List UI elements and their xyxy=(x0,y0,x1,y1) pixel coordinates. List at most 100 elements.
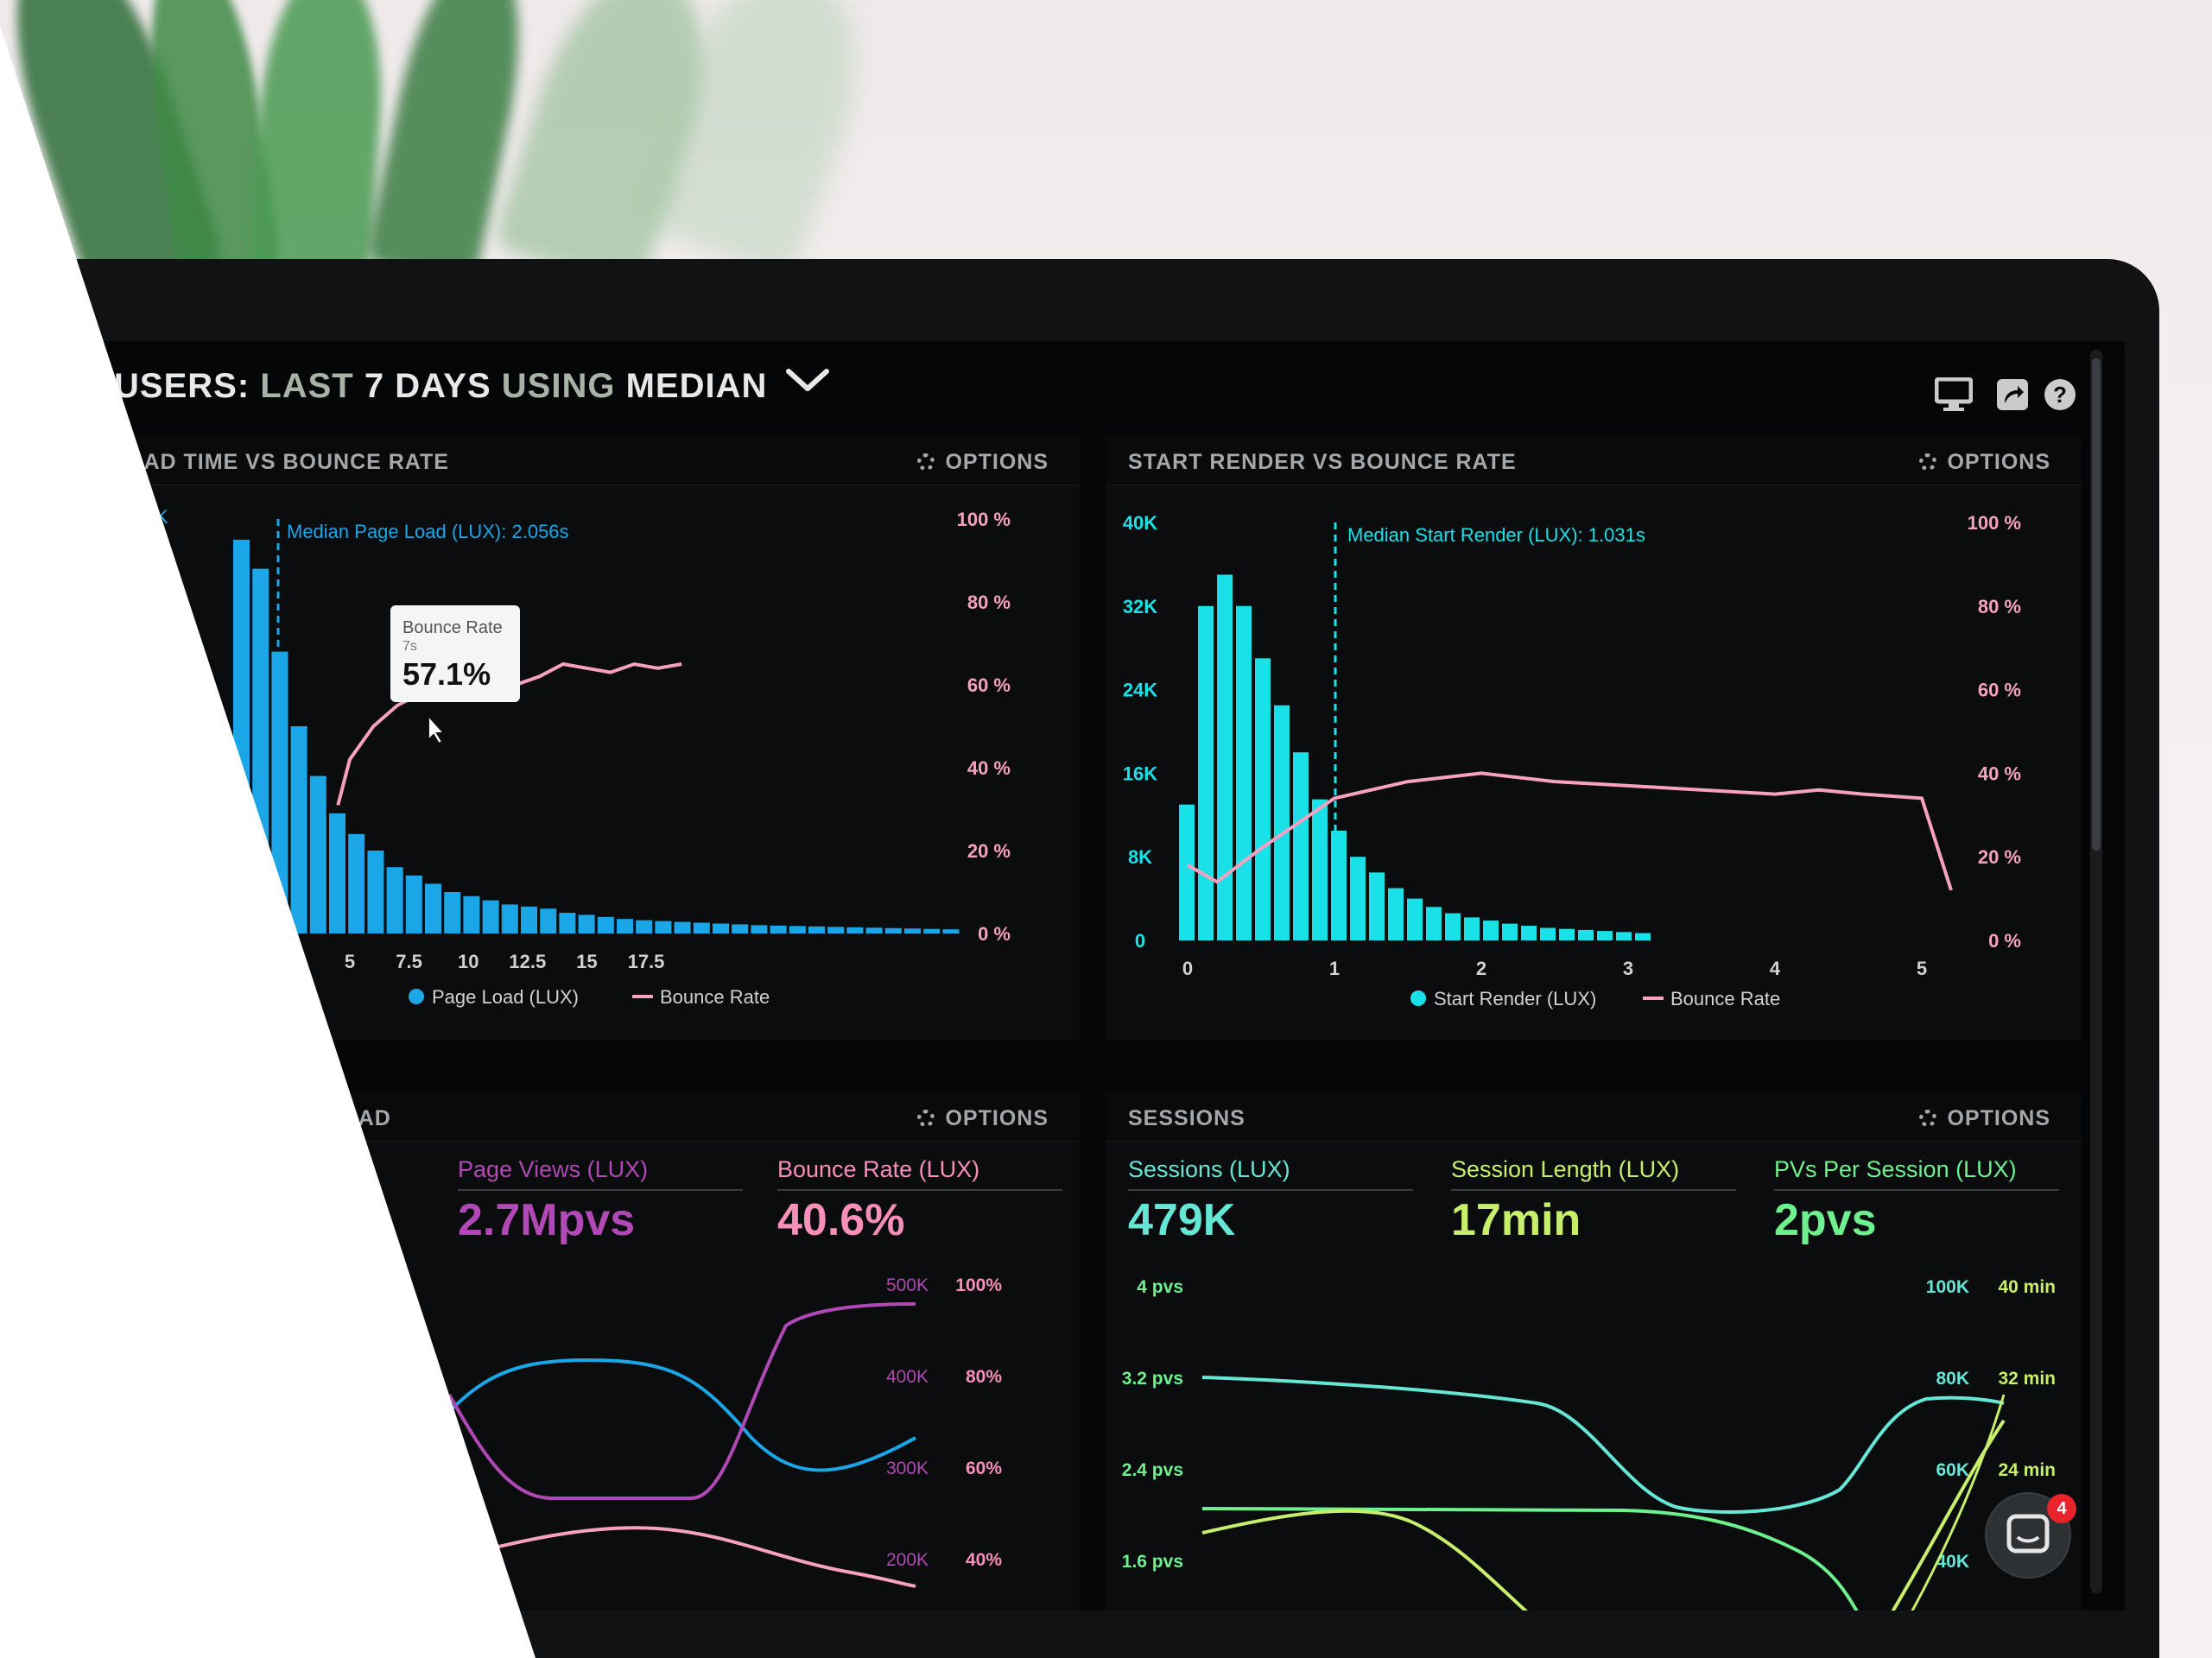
axis-mid-label: 60K xyxy=(1936,1460,1969,1480)
axis-right-label: 24 min xyxy=(1998,1460,2056,1480)
legend-line-label: Bounce Rate xyxy=(660,986,770,1008)
page-load-bar xyxy=(942,929,960,933)
x-tick-label: 1 xyxy=(1329,958,1340,979)
start-render-bar xyxy=(1578,929,1594,940)
metric-label-page-views: Page Views (LUX) xyxy=(458,1156,649,1182)
start-render-bar xyxy=(1502,923,1518,940)
metric-label-sessions: Sessions (LUX) xyxy=(1128,1156,1290,1182)
axis-right-label: 100% xyxy=(955,1275,1002,1295)
page-load-bar xyxy=(290,726,307,933)
options-label: OPTIONS xyxy=(945,450,1049,474)
page-load-bar xyxy=(674,921,691,933)
gear-icon xyxy=(1919,453,1937,471)
axis-mid-label: 100K xyxy=(1926,1277,1969,1297)
legend: Start Render (LUX) Bounce Rate xyxy=(1410,988,1780,1009)
page-load-bar xyxy=(846,927,864,933)
panel-title: START RENDER VS BOUNCE RATE xyxy=(1128,450,1517,474)
start-render-bar xyxy=(1445,913,1461,940)
legend-bars-swatch xyxy=(1410,990,1426,1006)
start-render-bar xyxy=(1331,830,1347,940)
metric-value-session-length: 17min xyxy=(1451,1195,1581,1245)
options-button[interactable]: OPTIONS xyxy=(1919,1106,2050,1131)
legend-bars-label: Page Load (LUX) xyxy=(432,986,579,1008)
tooltip-sub: 7s xyxy=(402,639,417,654)
page-load-bar xyxy=(713,923,729,933)
start-render-bar xyxy=(1521,926,1537,940)
page-load-bar xyxy=(425,883,441,933)
metric-label-pvs-per-session: PVs Per Session (LUX) xyxy=(1774,1156,2017,1182)
page-load-bar xyxy=(271,651,288,933)
options-button[interactable]: OPTIONS xyxy=(1919,450,2050,475)
page-load-bar xyxy=(732,924,749,933)
scrollbar-thumb[interactable] xyxy=(2092,358,2101,851)
page-load-bar xyxy=(386,867,403,933)
legend: Page Load (LUX) Bounce Rate xyxy=(409,986,770,1008)
title-median: MEDIAN xyxy=(625,367,768,405)
left-axis-partial: K xyxy=(155,506,168,528)
options-button[interactable]: OPTIONS xyxy=(917,450,1049,475)
sessions-panel: SESSIONS OPTIONS Sessions (LUX) 479K Ses… xyxy=(1106,1092,2082,1611)
metric-divider xyxy=(1774,1189,2059,1191)
y2-tick-label: 60 % xyxy=(967,674,1011,696)
y2-tick-label: 80 % xyxy=(1978,596,2021,617)
metric-divider xyxy=(777,1189,1062,1191)
x-tick-label: 3 xyxy=(1623,958,1633,979)
load-time-chart: K Median Page Load (LUX): 2.056s 5 7.5 10 1… xyxy=(155,506,1011,1008)
metric-label-bounce-rate: Bounce Rate (LUX) xyxy=(777,1156,980,1182)
page-views-line xyxy=(447,1302,916,1500)
page-load-bar xyxy=(904,928,921,933)
y2-tick-label: 100 % xyxy=(957,509,1011,530)
page-load-bar xyxy=(884,927,902,933)
axis-left-label: 500K xyxy=(886,1275,929,1295)
panel-title: SESSIONS xyxy=(1128,1106,1245,1130)
options-label: OPTIONS xyxy=(1947,450,2050,474)
start-render-bar xyxy=(1483,921,1499,940)
panel-header: START RENDER VS BOUNCE RATE OPTIONS xyxy=(1106,436,2082,485)
chevron-down-icon[interactable] xyxy=(785,368,830,394)
page-load-bar xyxy=(808,926,825,933)
tooltip: Bounce Rate 7s 57.1% xyxy=(390,605,520,702)
page-title[interactable]: USERS: LAST 7 DAYS USING MEDIAN xyxy=(114,367,830,406)
y-tick-label: 40K xyxy=(1123,512,1157,534)
svg-text:?: ? xyxy=(2053,382,2067,408)
start-render-bar xyxy=(1426,907,1442,940)
metric-value-sessions: 479K xyxy=(1128,1195,1236,1245)
bounce-rate-line xyxy=(1187,771,1953,891)
panel-title: OAD TIME VS BOUNCE RATE xyxy=(126,450,449,474)
page-load-bar xyxy=(252,568,269,933)
y2-tick-label: 0 % xyxy=(1988,930,2021,952)
start-render-bar xyxy=(1635,933,1651,940)
bounce-rate-line xyxy=(448,1526,916,1588)
x-tick-label: 5 xyxy=(1917,958,1927,979)
tooltip-value: 57.1% xyxy=(402,656,491,692)
legend-line-label: Bounce Rate xyxy=(1670,988,1780,1009)
start-render-bar xyxy=(1179,804,1195,940)
metric-value-page-views: 2.7Mpvs xyxy=(458,1195,636,1245)
panel-header: SESSIONS OPTIONS xyxy=(1106,1092,2082,1142)
start-render-bar xyxy=(1559,928,1575,940)
y-tick-label: 24K xyxy=(1123,680,1157,701)
title-range: 7 DAYS xyxy=(364,367,491,405)
y-tick-label: 8K xyxy=(1128,846,1152,868)
share-icon[interactable] xyxy=(1995,377,2030,412)
x-tick-label: 0 xyxy=(1182,958,1193,979)
dashboard-screen: USERS: LAST 7 DAYS USING MEDIAN ? xyxy=(104,341,2125,1611)
axis-left-label: 400K xyxy=(886,1367,929,1387)
monitor-icon[interactable] xyxy=(1935,377,1973,412)
y-tick-label: 16K xyxy=(1123,763,1157,784)
page-load-bar xyxy=(444,892,461,933)
page-load-bar xyxy=(367,851,384,933)
start-render-bar xyxy=(1312,799,1328,940)
gear-icon xyxy=(917,453,935,471)
help-icon[interactable]: ? xyxy=(2043,377,2077,412)
gear-icon xyxy=(917,1110,935,1127)
panel-header: OAD TIME VS BOUNCE RATE OPTIONS xyxy=(104,436,1080,485)
page-load-panel: LOAD OPTIONS Page Views (LUX) 2.7Mpvs Bo… xyxy=(104,1092,1080,1611)
page-load-bar xyxy=(770,925,787,933)
start-render-bar xyxy=(1407,898,1423,940)
page-load-bar xyxy=(348,833,365,933)
session-length-line xyxy=(1201,1419,2006,1611)
page-load-bar xyxy=(693,922,710,933)
x-tick-label: 10 xyxy=(458,951,479,972)
options-button[interactable]: OPTIONS xyxy=(917,1106,1049,1131)
